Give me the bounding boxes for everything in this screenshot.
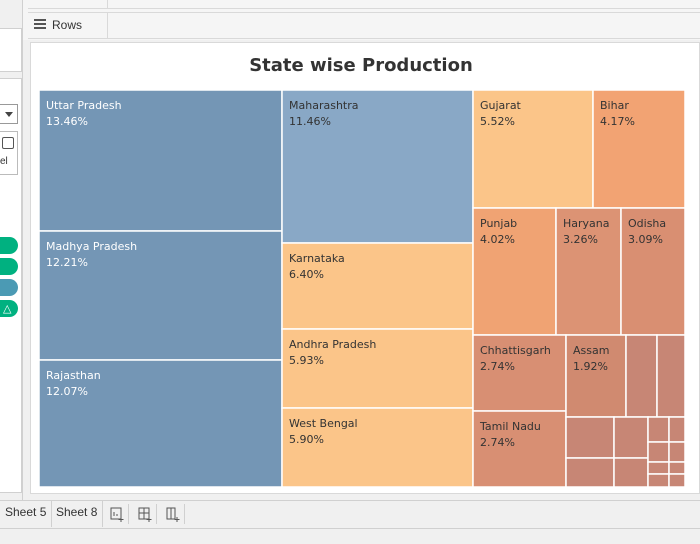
tile-value-haryana: 3.26% (563, 233, 598, 246)
rows-label: Rows (52, 18, 83, 32)
tile-small-13[interactable] (647, 473, 670, 488)
tile-rajasthan[interactable] (38, 359, 283, 488)
mark-type-dropdown[interactable] (0, 104, 18, 124)
tile-small-12[interactable] (668, 461, 686, 475)
new-dashboard-button[interactable] (134, 504, 157, 524)
tile-haryana[interactable] (555, 207, 622, 336)
chevron-down-icon (5, 112, 13, 117)
new-dashboard-icon (138, 507, 152, 522)
tile-small-7[interactable] (565, 457, 615, 488)
tile-value-bihar: 4.17% (600, 115, 635, 128)
rows-shelf-divider (107, 13, 108, 38)
triangle-icon: △ (3, 303, 12, 315)
tile-karnataka[interactable] (281, 242, 474, 330)
rows-shelf[interactable]: Rows (28, 12, 700, 39)
mark-property-button[interactable]: el (0, 131, 18, 175)
tile-value-maharashtra: 11.46% (289, 115, 331, 128)
tile-andhra-pradesh[interactable] (281, 328, 474, 409)
new-worksheet-button[interactable] (106, 504, 129, 524)
tile-value-chhattisgarh: 2.74% (480, 360, 515, 373)
visualization-pane: State wise Production Uttar Pradesh 13.46… (30, 42, 700, 494)
tile-value-madhya-pradesh: 12.21% (46, 256, 88, 269)
field-pill-1[interactable] (0, 237, 18, 254)
field-pill-4[interactable]: △ (0, 300, 18, 317)
tile-value-punjab: 4.02% (480, 233, 515, 246)
treemap-chart: Uttar Pradesh 13.46% Madhya Pradesh 12.21% R… (38, 89, 686, 488)
field-pill-2[interactable] (0, 258, 18, 275)
pages-card (0, 28, 22, 72)
tile-small-14[interactable] (668, 473, 686, 488)
tile-small-3[interactable] (565, 416, 615, 459)
tile-maharashtra[interactable] (281, 89, 474, 244)
tile-label-chhattisgarh: Chhattisgarh (480, 344, 551, 357)
tile-label-maharashtra: Maharashtra (289, 99, 359, 112)
tile-value-tamil-nadu: 2.74% (480, 436, 515, 449)
new-story-button[interactable] (162, 504, 185, 524)
tile-label-west-bengal: West Bengal (289, 417, 358, 430)
tile-value-gujarat: 5.52% (480, 115, 515, 128)
tile-label-rajasthan: Rajasthan (46, 369, 101, 382)
shelf-divider (107, 0, 108, 8)
tile-value-uttar-pradesh: 13.46% (46, 115, 88, 128)
tile-label-andhra-pradesh: Andhra Pradesh (289, 338, 376, 351)
new-worksheet-icon (110, 507, 124, 522)
field-pill-3[interactable] (0, 279, 18, 296)
tile-label-tamil-nadu: Tamil Nadu (479, 420, 541, 433)
chart-title: State wise Production (249, 55, 473, 76)
tile-label-punjab: Punjab (480, 217, 517, 230)
tab-sheet-5[interactable]: Sheet 5 (0, 501, 53, 527)
tile-value-assam: 1.92% (573, 360, 608, 373)
tab-sheet-8[interactable]: Sheet 8 (51, 501, 104, 527)
tile-small-6[interactable] (668, 416, 686, 443)
left-panel: el △ (0, 0, 23, 500)
tile-small-5[interactable] (647, 416, 670, 443)
tile-label-odisha: Odisha (628, 217, 666, 230)
tile-label-assam: Assam (573, 344, 609, 357)
tile-label-madhya-pradesh: Madhya Pradesh (46, 240, 137, 253)
rows-icon (34, 19, 46, 29)
new-story-icon (166, 507, 180, 522)
tile-value-west-bengal: 5.90% (289, 433, 324, 446)
tile-label-karnataka: Karnataka (289, 252, 345, 265)
mark-property-label: el (0, 156, 8, 167)
tile-bihar[interactable] (592, 89, 686, 209)
tile-punjab[interactable] (472, 207, 557, 336)
tile-small-2[interactable] (656, 334, 686, 418)
tile-value-odisha: 3.09% (628, 233, 663, 246)
columns-shelf[interactable] (28, 0, 700, 9)
status-bar (0, 528, 700, 544)
sheet-tab-bar: Sheet 5 Sheet 8 (0, 500, 700, 528)
tile-value-andhra-pradesh: 5.93% (289, 354, 324, 367)
tile-small-9[interactable] (647, 441, 670, 463)
tile-madhya-pradesh[interactable] (38, 230, 283, 361)
square-icon (2, 137, 14, 149)
tile-small-4[interactable] (613, 416, 649, 459)
tile-odisha[interactable] (620, 207, 686, 336)
tile-label-haryana: Haryana (563, 217, 610, 230)
tile-label-bihar: Bihar (600, 99, 629, 112)
tile-small-10[interactable] (668, 441, 686, 463)
tile-small-8[interactable] (613, 457, 649, 488)
tile-value-karnataka: 6.40% (289, 268, 324, 281)
tile-tamil-nadu[interactable] (472, 410, 567, 488)
tile-label-gujarat: Gujarat (480, 99, 522, 112)
tile-value-rajasthan: 12.07% (46, 385, 88, 398)
tile-small-11[interactable] (647, 461, 670, 475)
tile-label-uttar-pradesh: Uttar Pradesh (46, 99, 122, 112)
tile-small-1[interactable] (625, 334, 658, 418)
